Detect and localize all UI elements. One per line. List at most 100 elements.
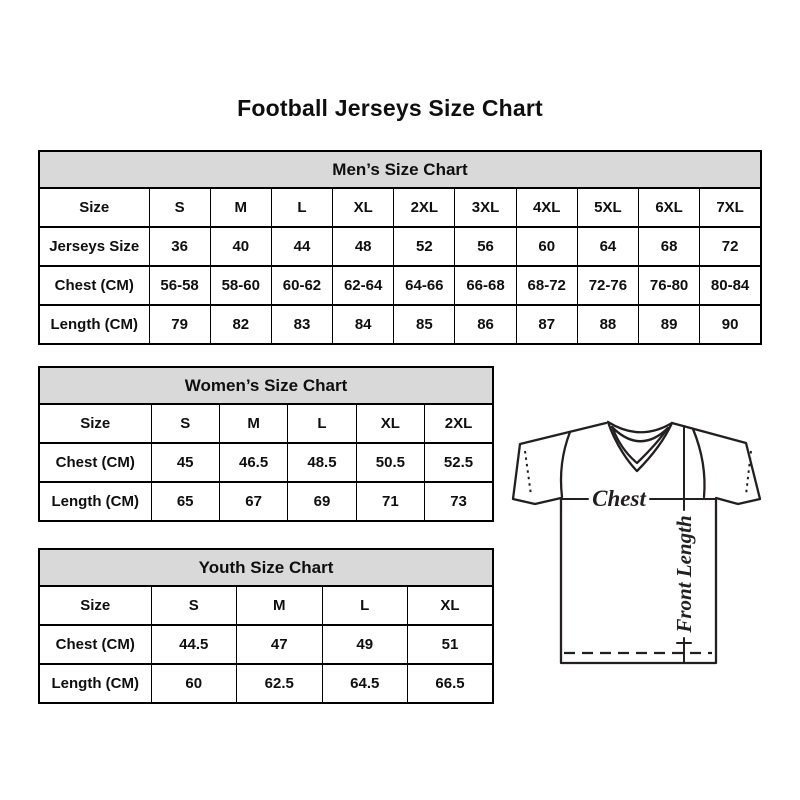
data-cell: 72 — [699, 226, 762, 267]
jersey-outline — [511, 421, 762, 665]
data-cell: M — [236, 585, 323, 626]
data-cell: 89 — [637, 304, 701, 345]
data-cell: 71 — [355, 481, 426, 522]
data-cell: XL — [407, 585, 494, 626]
row-header-cell: Size — [38, 187, 150, 228]
collar-back-arc — [606, 420, 674, 434]
mens-size-chart-table: Men’s Size Chart Size S M L XL 2XL 3XL 4XL 5XL 6XL… — [38, 150, 762, 345]
data-cell: 83 — [270, 304, 334, 345]
womens-table-title: Women’s Size Chart — [38, 366, 494, 405]
data-cell: S — [150, 403, 220, 444]
data-cell: XL — [355, 403, 426, 444]
youth-table-title-row: Youth Size Chart — [38, 548, 494, 587]
data-cell: 4XL — [515, 187, 578, 228]
youth-size-chart-table: Youth Size Chart Size S M L XL Chest (CM) 44.5 4… — [38, 548, 494, 704]
data-cell: 86 — [454, 304, 517, 345]
data-cell: 72-76 — [576, 265, 640, 306]
data-cell: 90 — [699, 304, 762, 345]
data-cell: XL — [332, 187, 395, 228]
row-header-cell: Chest (CM) — [38, 624, 152, 665]
data-cell: 82 — [209, 304, 272, 345]
row-header-cell: Chest (CM) — [38, 442, 152, 483]
womens-table-title-row: Women’s Size Chart — [38, 366, 494, 405]
data-cell: 56 — [454, 226, 517, 267]
data-cell: L — [287, 403, 357, 444]
table-row: Jerseys Size 36 40 44 48 52 56 60 64 68 72 — [38, 226, 762, 267]
table-row: Chest (CM) 56-58 58-60 60-62 62-64 64-66 66-68… — [38, 265, 762, 306]
data-cell: 69 — [287, 481, 357, 522]
data-cell: 44.5 — [150, 624, 237, 665]
row-header-cell: Size — [38, 585, 152, 626]
data-cell: 60 — [515, 226, 578, 267]
data-cell: M — [218, 403, 289, 444]
data-cell: 73 — [424, 481, 494, 522]
data-cell: 36 — [148, 226, 211, 267]
data-cell: 88 — [576, 304, 640, 345]
data-cell: 84 — [332, 304, 395, 345]
youth-size-chart-section: Youth Size Chart Size S M L XL Chest (CM) 44.5 4… — [38, 548, 494, 704]
table-row: Size S M L XL 2XL 3XL 4XL 5XL 6XL 7XL — [38, 187, 762, 228]
data-cell: 2XL — [393, 187, 456, 228]
row-header-cell: Length (CM) — [38, 663, 152, 704]
data-cell: 66.5 — [407, 663, 494, 704]
data-cell: 64-66 — [393, 265, 456, 306]
womens-size-chart-table: Women’s Size Chart Size S M L XL 2XL Chest (CM)… — [38, 366, 494, 522]
left-cuff-stitch-line — [524, 450, 532, 496]
data-cell: 79 — [148, 304, 211, 345]
table-row: Size S M L XL 2XL — [38, 403, 494, 444]
data-cell: 68-72 — [515, 265, 578, 306]
data-cell: 2XL — [424, 403, 494, 444]
left-armhole-seam — [559, 430, 572, 499]
data-cell: L — [321, 585, 408, 626]
data-cell: 65 — [150, 481, 220, 522]
row-header-cell: Jerseys Size — [38, 226, 150, 267]
data-cell: 58-60 — [209, 265, 272, 306]
collar-outer-v — [606, 420, 674, 473]
data-cell: 3XL — [454, 187, 517, 228]
collar-inner-arc — [610, 425, 670, 443]
data-cell: 56-58 — [148, 265, 211, 306]
table-row: Length (CM) 60 62.5 64.5 66.5 — [38, 663, 494, 704]
row-header-cell: Size — [38, 403, 152, 444]
data-cell: 47 — [236, 624, 323, 665]
data-cell: 64 — [576, 226, 640, 267]
data-cell: 66-68 — [454, 265, 517, 306]
table-row: Chest (CM) 45 46.5 48.5 50.5 52.5 — [38, 442, 494, 483]
data-cell: 48.5 — [287, 442, 357, 483]
data-cell: 87 — [515, 304, 578, 345]
data-cell: 45 — [150, 442, 220, 483]
data-cell: 85 — [393, 304, 456, 345]
row-header-cell: Chest (CM) — [38, 265, 150, 306]
jersey-measurement-diagram: Chest Front Length — [511, 420, 762, 665]
data-cell: 52 — [393, 226, 456, 267]
row-header-cell: Length (CM) — [38, 481, 152, 522]
data-cell: 76-80 — [637, 265, 701, 306]
data-cell: 40 — [209, 226, 272, 267]
data-cell: 62.5 — [236, 663, 323, 704]
right-cuff-stitch-line — [745, 450, 752, 496]
collar-inner-v — [611, 427, 669, 465]
data-cell: L — [270, 187, 334, 228]
page-title: Football Jerseys Size Chart — [237, 95, 543, 121]
row-header-cell: Length (CM) — [38, 304, 150, 345]
data-cell: 5XL — [576, 187, 640, 228]
data-cell: 62-64 — [332, 265, 395, 306]
youth-table-title: Youth Size Chart — [38, 548, 494, 587]
mens-size-chart-section: Men’s Size Chart Size S M L XL 2XL 3XL 4XL 5XL 6XL… — [38, 150, 762, 345]
data-cell: 51 — [407, 624, 494, 665]
data-cell: 68 — [637, 226, 701, 267]
data-cell: 50.5 — [355, 442, 426, 483]
data-cell: 49 — [321, 624, 408, 665]
data-cell: 52.5 — [424, 442, 494, 483]
data-cell: 46.5 — [218, 442, 289, 483]
right-armhole-seam — [691, 427, 706, 499]
data-cell: S — [148, 187, 211, 228]
womens-size-chart-section: Women’s Size Chart Size S M L XL 2XL Chest (CM)… — [38, 366, 494, 522]
table-row: Length (CM) 79 82 83 84 85 86 87 88 89 90 — [38, 304, 762, 345]
data-cell: 6XL — [637, 187, 701, 228]
data-cell: 60-62 — [270, 265, 334, 306]
data-cell: M — [209, 187, 272, 228]
mens-table-title-row: Men’s Size Chart — [38, 150, 762, 189]
data-cell: 80-84 — [699, 265, 762, 306]
mens-table-title: Men’s Size Chart — [38, 150, 762, 189]
